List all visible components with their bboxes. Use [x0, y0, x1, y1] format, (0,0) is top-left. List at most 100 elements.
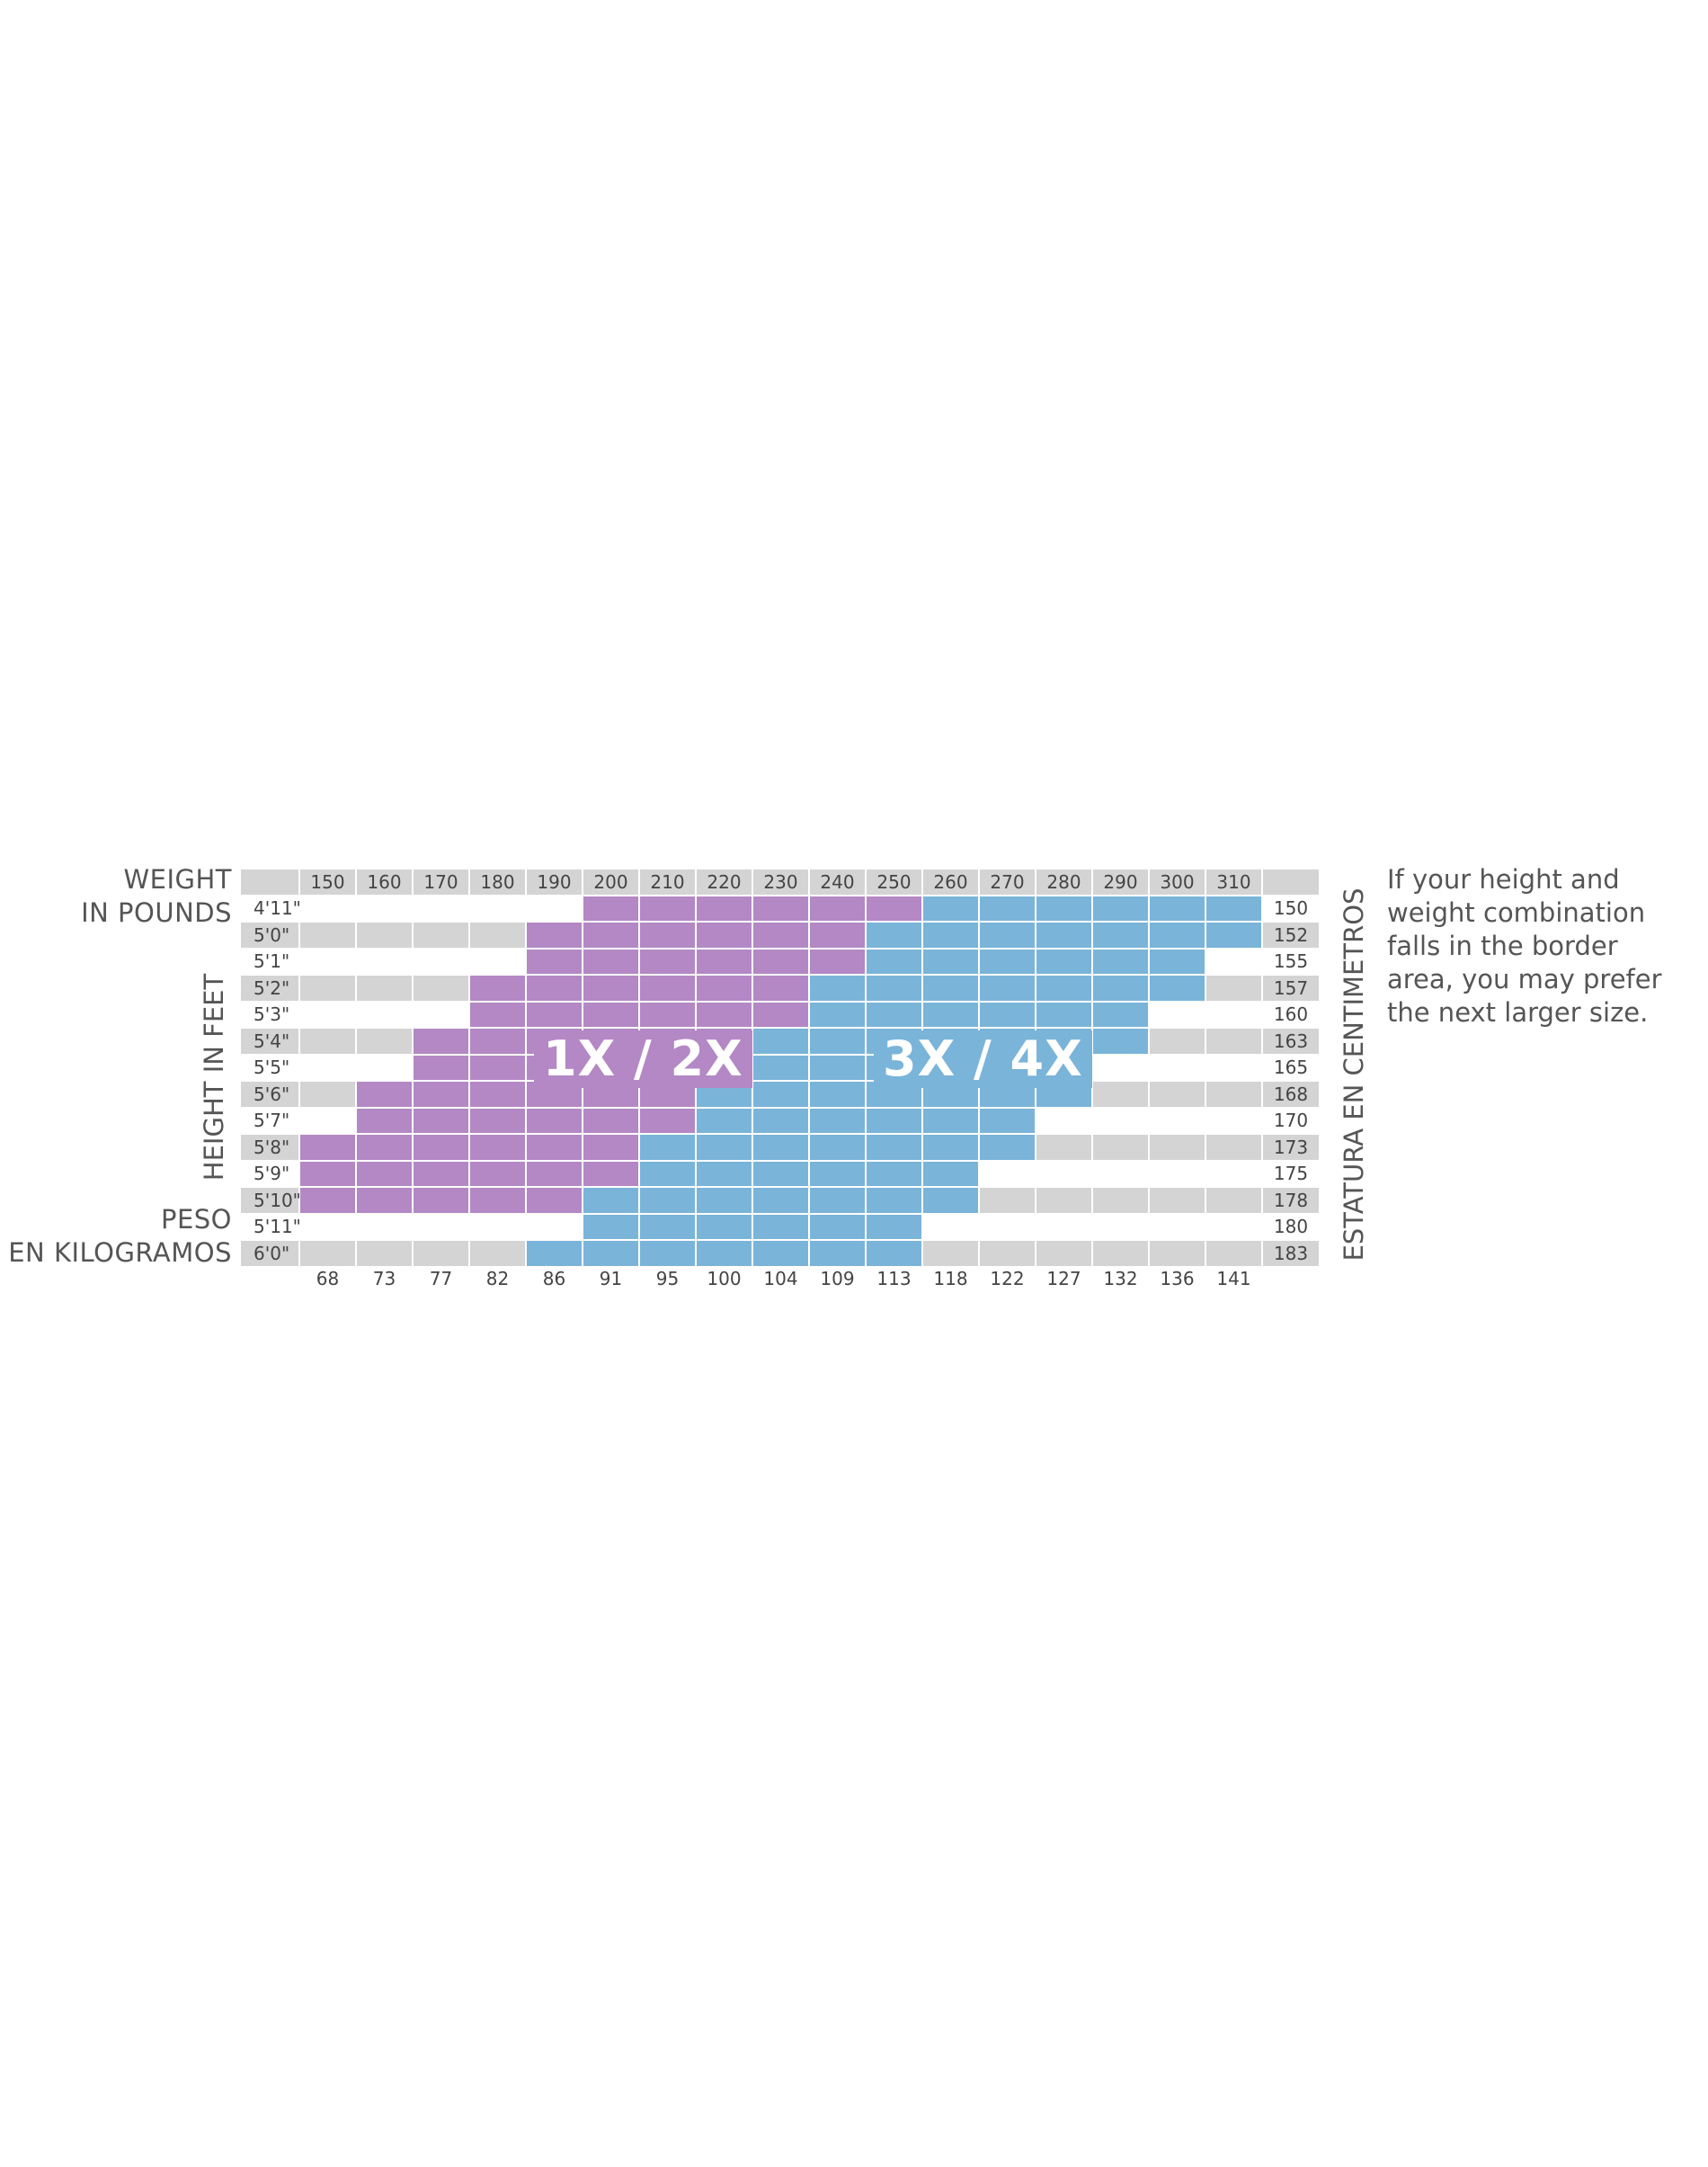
height-tick-label: 5'4" [241, 1029, 298, 1054]
cell-empty [300, 896, 355, 921]
cell-3x-4x [867, 1188, 921, 1213]
cell-3x-4x [640, 1214, 695, 1239]
weight-tick-label: 180 [470, 869, 525, 895]
cell-1x-2x [470, 1002, 525, 1027]
cell-1x-2x [640, 923, 695, 948]
cm-tick-label: 163 [1263, 1029, 1319, 1054]
cell-empty [1093, 1214, 1148, 1239]
cell-empty [1206, 1214, 1261, 1239]
cell-empty [300, 1082, 355, 1107]
cm-tick-label: 160 [1263, 1002, 1319, 1027]
cell-3x-4x [640, 1241, 695, 1266]
kg-tick-label: 127 [1046, 1268, 1081, 1289]
cm-tick-label: 150 [1263, 896, 1319, 921]
header-corner-cell [241, 869, 298, 895]
cell-3x-4x [1036, 923, 1091, 948]
cell-3x-4x [867, 1002, 921, 1027]
cell-empty [357, 923, 412, 948]
weight-tick-label: 170 [414, 869, 468, 895]
cell-empty [300, 1108, 355, 1133]
cell-empty [1036, 1214, 1091, 1239]
cell-1x-2x [640, 896, 695, 921]
cell-1x-2x [583, 1161, 638, 1186]
cell-empty [1036, 1108, 1091, 1133]
cell-empty [1036, 1241, 1091, 1266]
cell-3x-4x [867, 1241, 921, 1266]
cell-empty [1036, 1135, 1091, 1160]
cell-empty [1036, 1161, 1091, 1186]
weight-tick-label: 250 [867, 869, 921, 895]
cell-1x-2x [470, 1135, 525, 1160]
cell-3x-4x [810, 1188, 865, 1213]
cell-empty [357, 1055, 412, 1080]
cell-3x-4x [1150, 896, 1205, 921]
cell-1x-2x [697, 896, 752, 921]
cell-1x-2x [753, 1002, 808, 1027]
cell-3x-4x [697, 1188, 752, 1213]
cell-1x-2x [753, 896, 808, 921]
weight-tick-label: 240 [810, 869, 865, 895]
cell-3x-4x [640, 1135, 695, 1160]
cell-3x-4x [1093, 923, 1148, 948]
cell-1x-2x [300, 1135, 355, 1160]
cm-tick-label: 170 [1263, 1108, 1319, 1133]
cell-3x-4x [867, 1161, 921, 1186]
zone-label-1x-2x: 1X / 2X [534, 1030, 752, 1088]
cell-1x-2x [640, 1002, 695, 1027]
cell-1x-2x [414, 1135, 468, 1160]
cell-empty [1150, 1082, 1205, 1107]
cell-empty [470, 923, 525, 948]
cell-3x-4x [810, 1029, 865, 1054]
cell-empty [1206, 949, 1261, 974]
weight-tick-label: 220 [697, 869, 752, 895]
weight-label-line1: WEIGHT [123, 864, 232, 895]
cell-3x-4x [697, 1214, 752, 1239]
cell-3x-4x [923, 949, 978, 974]
cell-1x-2x [300, 1161, 355, 1186]
weight-label-line2: IN POUNDS [81, 897, 232, 928]
cell-3x-4x [867, 949, 921, 974]
kg-tick-label: 132 [1103, 1268, 1138, 1289]
cell-3x-4x [810, 1241, 865, 1266]
cell-3x-4x [583, 1214, 638, 1239]
cell-1x-2x [357, 1135, 412, 1160]
kg-tick-label: 113 [876, 1268, 912, 1289]
cell-3x-4x [753, 1029, 808, 1054]
cell-empty [414, 923, 468, 948]
header-corner-cell [1263, 869, 1319, 895]
cell-3x-4x [923, 1161, 978, 1186]
cell-empty [1206, 1029, 1261, 1054]
weight-in-pounds-label: WEIGHT IN POUNDS [81, 863, 232, 930]
cell-1x-2x [527, 1161, 582, 1186]
note-line: the next larger size. [1387, 997, 1649, 1028]
cell-1x-2x [357, 1082, 412, 1107]
weight-tick-label: 270 [980, 869, 1035, 895]
cell-3x-4x [980, 896, 1035, 921]
height-tick-label: 4'11" [241, 896, 301, 921]
cell-1x-2x [583, 1135, 638, 1160]
cell-1x-2x [697, 1002, 752, 1027]
cell-empty [1150, 1188, 1205, 1213]
cell-3x-4x [1036, 976, 1091, 1001]
cell-3x-4x [1150, 923, 1205, 948]
cell-3x-4x [1036, 1002, 1091, 1027]
cell-3x-4x [810, 1214, 865, 1239]
kg-tick-label: 77 [429, 1268, 453, 1289]
cell-1x-2x [697, 923, 752, 948]
cell-1x-2x [470, 1188, 525, 1213]
cell-empty [357, 949, 412, 974]
cell-empty [414, 949, 468, 974]
cell-empty [300, 1241, 355, 1266]
weight-tick-label: 210 [640, 869, 695, 895]
cell-3x-4x [1206, 923, 1261, 948]
cell-3x-4x [867, 1108, 921, 1133]
cell-empty [1093, 1055, 1148, 1080]
cell-3x-4x [697, 1135, 752, 1160]
cell-1x-2x [527, 949, 582, 974]
cell-3x-4x [923, 1108, 978, 1133]
cell-3x-4x [697, 1161, 752, 1186]
cell-1x-2x [470, 1161, 525, 1186]
cell-empty [980, 1214, 1035, 1239]
cm-tick-label: 183 [1263, 1241, 1319, 1266]
cell-1x-2x [414, 1108, 468, 1133]
